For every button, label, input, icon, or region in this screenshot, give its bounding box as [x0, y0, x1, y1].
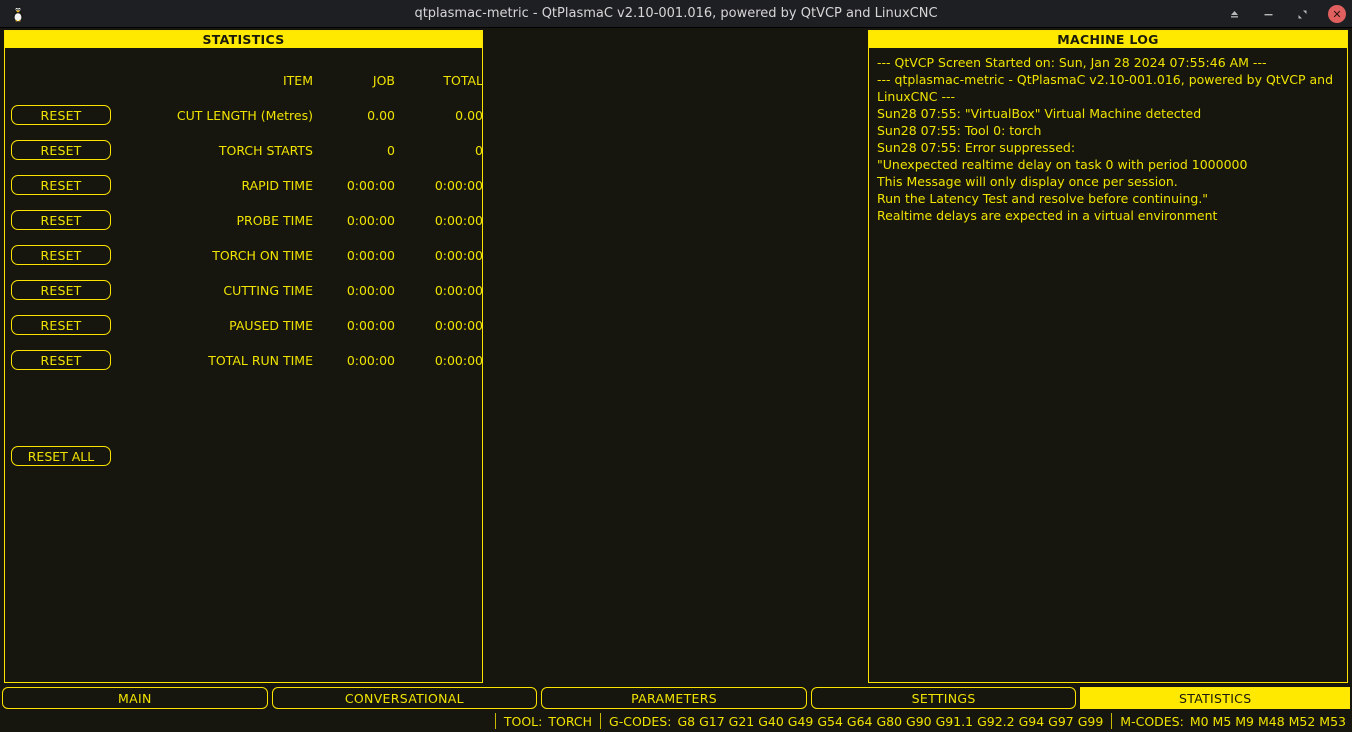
- stat-item-label: PAUSED TIME: [229, 317, 313, 333]
- mcodes-label: M-CODES:: [1120, 713, 1184, 729]
- column-header-item: ITEM: [282, 73, 313, 88]
- mcodes-value: M0 M5 M9 M48 M52 M53: [1189, 713, 1346, 729]
- reset-button[interactable]: RESET: [11, 245, 111, 265]
- reset-all-button[interactable]: RESET ALL: [11, 446, 111, 466]
- stat-total-value: 0: [475, 142, 483, 158]
- stat-job-value: 0:00:00: [346, 177, 395, 193]
- machine-log-line: Realtime delays are expected in a virtua…: [877, 208, 1218, 223]
- stat-total-value: 0:00:00: [434, 352, 483, 368]
- stat-job-value: 0:00:00: [346, 317, 395, 333]
- column-header-total: TOTAL: [443, 73, 483, 88]
- minimize-icon[interactable]: [1260, 6, 1276, 22]
- stat-item-label: RAPID TIME: [241, 177, 313, 193]
- machine-log-text[interactable]: --- QtVCP Screen Started on: Sun, Jan 28…: [869, 48, 1347, 683]
- machine-log-line: --- QtVCP Screen Started on: Sun, Jan 28…: [877, 55, 1267, 70]
- stat-job-value: 0:00:00: [346, 352, 395, 368]
- tab-main[interactable]: MAIN: [2, 687, 268, 709]
- reset-button[interactable]: RESET: [11, 140, 111, 160]
- reset-button[interactable]: RESET: [11, 350, 111, 370]
- machine-log-line: Run the Latency Test and resolve before …: [877, 191, 1209, 206]
- stat-item-label: TOTAL RUN TIME: [208, 352, 313, 368]
- machine-log-panel: MACHINE LOG --- QtVCP Screen Started on:…: [868, 30, 1348, 683]
- machine-log-line: Sun28 07:55: Error suppressed:: [877, 140, 1076, 155]
- stat-item-label: CUTTING TIME: [223, 282, 313, 298]
- reset-button[interactable]: RESET: [11, 315, 111, 335]
- table-row: RESET TOTAL RUN TIME 0:00:00 0:00:00: [5, 350, 483, 370]
- maximize-icon[interactable]: [1294, 6, 1310, 22]
- tab-parameters[interactable]: PARAMETERS: [541, 687, 807, 709]
- machine-log-line: "Unexpected realtime delay on task 0 wit…: [877, 157, 1248, 172]
- table-row: RESET PAUSED TIME 0:00:00 0:00:00: [5, 315, 483, 335]
- reset-button[interactable]: RESET: [11, 175, 111, 195]
- stat-total-value: 0:00:00: [434, 317, 483, 333]
- machine-log-line: This Message will only display once per …: [877, 174, 1178, 189]
- tool-value: TORCH: [548, 713, 593, 729]
- machine-log-line: --- qtplasmac-metric - QtPlasmaC v2.10-0…: [877, 72, 1337, 104]
- window-titlebar: qtplasmac-metric - QtPlasmaC v2.10-001.0…: [0, 0, 1352, 28]
- shade-icon[interactable]: [1226, 6, 1242, 22]
- stat-total-value: 0.00: [455, 107, 483, 123]
- window-controls: ✕: [1226, 0, 1346, 28]
- table-row: RESET PROBE TIME 0:00:00 0:00:00: [5, 210, 483, 230]
- statistics-table: ITEM JOB TOTAL RESET CUT LENGTH (Metres) 0…: [5, 48, 483, 683]
- stat-job-value: 0:00:00: [346, 282, 395, 298]
- stat-job-value: 0:00:00: [346, 212, 395, 228]
- stat-job-value: 0.00: [367, 107, 395, 123]
- tool-label: TOOL:: [503, 713, 543, 729]
- column-header-job: JOB: [372, 73, 395, 88]
- stat-total-value: 0:00:00: [434, 212, 483, 228]
- reset-button[interactable]: RESET: [11, 210, 111, 230]
- tab-conversational[interactable]: CONVERSATIONAL: [271, 687, 538, 709]
- status-divider: [494, 713, 496, 729]
- bottom-tab-bar: MAIN CONVERSATIONAL PARAMETERS SETTINGS …: [0, 686, 1352, 710]
- reset-button[interactable]: RESET: [11, 280, 111, 300]
- tab-statistics[interactable]: STATISTICS: [1080, 687, 1351, 709]
- stat-item-label: PROBE TIME: [236, 212, 313, 228]
- gcodes-label: G-CODES:: [609, 713, 672, 729]
- tab-settings[interactable]: SETTINGS: [810, 687, 1077, 709]
- window-title: qtplasmac-metric - QtPlasmaC v2.10-001.0…: [414, 6, 938, 21]
- close-icon[interactable]: ✕: [1328, 5, 1346, 23]
- statistics-panel: STATISTICS ITEM JOB TOTAL RESET CUT LENGT…: [4, 30, 483, 683]
- table-row: RESET TORCH STARTS 0 0: [5, 140, 483, 160]
- stat-job-value: 0: [387, 142, 395, 158]
- machine-log-line: Sun28 07:55: Tool 0: torch: [877, 123, 1042, 138]
- table-row: RESET RAPID TIME 0:00:00 0:00:00: [5, 175, 483, 195]
- table-row: RESET CUT LENGTH (Metres) 0.00 0.00: [5, 105, 483, 125]
- stat-item-label: TORCH ON TIME: [212, 247, 313, 263]
- stat-item-label: CUT LENGTH (Metres): [176, 107, 313, 123]
- stat-total-value: 0:00:00: [434, 177, 483, 193]
- statistics-panel-header: STATISTICS: [5, 31, 482, 48]
- table-row: RESET TORCH ON TIME 0:00:00 0:00:00: [5, 245, 483, 265]
- machine-log-panel-header: MACHINE LOG: [869, 31, 1347, 48]
- status-bar: TOOL: TORCH G-CODES: G8 G17 G21 G40 G49 …: [0, 710, 1352, 732]
- reset-button[interactable]: RESET: [11, 105, 111, 125]
- stat-job-value: 0:00:00: [346, 247, 395, 263]
- status-divider: [1111, 713, 1113, 729]
- table-row: RESET CUTTING TIME 0:00:00 0:00:00: [5, 280, 483, 300]
- gcodes-value: G8 G17 G21 G40 G49 G54 G64 G80 G90 G91.1…: [677, 713, 1104, 729]
- stat-item-label: TORCH STARTS: [218, 142, 313, 158]
- tux-penguin-icon: [8, 4, 28, 24]
- status-divider: [600, 713, 602, 729]
- stat-total-value: 0:00:00: [434, 282, 483, 298]
- statistics-column-headers: ITEM JOB TOTAL: [5, 73, 483, 91]
- stat-total-value: 0:00:00: [434, 247, 483, 263]
- machine-log-line: Sun28 07:55: "VirtualBox" Virtual Machin…: [877, 106, 1202, 121]
